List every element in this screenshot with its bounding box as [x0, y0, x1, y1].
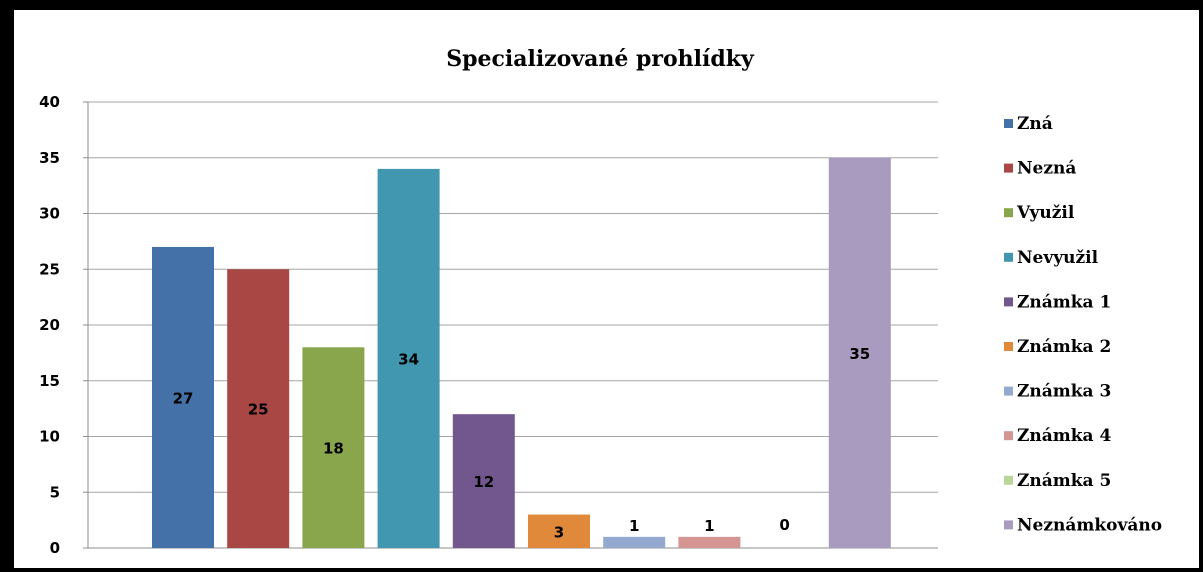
data-labels: 27 25 18 34 12 3 1 1 0 35 — [173, 345, 871, 541]
bar — [227, 269, 290, 548]
y-tick-label: 0 — [50, 539, 60, 557]
bar — [377, 168, 440, 548]
data-label: 34 — [398, 350, 419, 368]
bar — [603, 536, 666, 548]
legend-swatch — [1004, 475, 1013, 485]
bar — [452, 414, 515, 548]
legend-label: Známka 1 — [1017, 292, 1111, 312]
legend-swatch — [1004, 520, 1013, 530]
legend-swatch — [1004, 386, 1013, 396]
bar — [152, 246, 214, 548]
y-tick-label: 10 — [39, 428, 60, 446]
legend-swatch — [1004, 297, 1013, 307]
bars — [152, 157, 891, 548]
bar — [828, 157, 891, 548]
data-label: 27 — [173, 389, 194, 407]
bar — [678, 536, 741, 548]
legend-swatch — [1004, 252, 1013, 262]
legend-swatch — [1004, 163, 1013, 173]
legend-label: Neznámkováno — [1017, 515, 1162, 535]
legend-swatch — [1004, 119, 1013, 128]
legend-label: Známka 4 — [1017, 426, 1111, 446]
y-tick-label: 15 — [39, 372, 60, 390]
legend-label: Nevyužil — [1017, 248, 1099, 268]
legend-label: Využil — [1016, 203, 1075, 223]
legend: Zná Nezná Využil Nevyužil Známka 1 Známka 2 Zn… — [1004, 114, 1162, 535]
data-label: 1 — [629, 517, 639, 535]
legend-swatch — [1004, 431, 1013, 441]
legend-label: Známka 2 — [1017, 337, 1111, 357]
data-label: 1 — [704, 517, 714, 535]
y-axis: 0 5 10 15 20 25 30 35 40 — [39, 93, 89, 557]
data-label: 18 — [323, 440, 344, 458]
y-tick-label: 20 — [39, 316, 60, 334]
bar — [528, 514, 590, 548]
data-label: 0 — [779, 516, 789, 534]
data-label: 25 — [248, 401, 269, 419]
y-tick-label: 35 — [39, 149, 60, 167]
bar — [302, 347, 365, 548]
chart-title: Specializované prohlídky — [446, 46, 755, 72]
legend-label: Zná — [1017, 114, 1053, 134]
y-tick-label: 25 — [39, 260, 60, 278]
y-tick-label: 40 — [39, 93, 60, 111]
y-tick-label: 5 — [50, 483, 60, 501]
legend-swatch — [1004, 342, 1013, 351]
data-label: 35 — [849, 345, 870, 363]
data-label: 3 — [554, 523, 564, 541]
legend-label: Nezná — [1017, 159, 1076, 179]
legend-label: Známka 3 — [1017, 382, 1111, 402]
y-tick-label: 30 — [39, 205, 60, 223]
legend-label: Známka 5 — [1017, 471, 1111, 491]
data-label: 12 — [473, 473, 494, 491]
legend-swatch — [1004, 208, 1013, 218]
